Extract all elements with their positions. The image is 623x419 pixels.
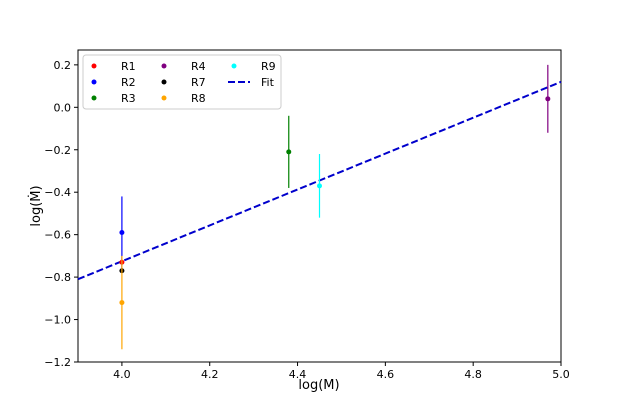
legend-label-r2: R2	[121, 76, 136, 89]
legend-label-fit: Fit	[261, 76, 275, 89]
y-tick-label: −0.8	[44, 271, 71, 284]
x-tick-label: 4.4	[289, 368, 307, 381]
legend-marker-r4	[161, 63, 167, 69]
point-r2	[119, 230, 125, 236]
point-r3	[286, 149, 292, 155]
x-axis: 4.0 4.2 4.4 4.6 4.8 5.0	[113, 362, 570, 381]
y-tick-label: −0.4	[44, 186, 71, 199]
point-r4	[545, 96, 551, 102]
point-r8	[119, 300, 125, 306]
legend-label-r1: R1	[121, 60, 136, 73]
legend-marker-r2	[91, 79, 97, 85]
legend: R1 R2 R3 R4 R7 R8 R9 Fit	[82, 54, 282, 110]
legend-marker-r9	[231, 63, 237, 69]
y-axis-label: log(Ṁ)	[28, 185, 44, 226]
x-tick-label: 4.0	[113, 368, 131, 381]
legend-label-r9: R9	[261, 60, 276, 73]
x-tick-label: 4.8	[464, 368, 482, 381]
plot-frame	[77, 49, 562, 363]
point-r9	[317, 183, 322, 189]
y-tick-label: −1.0	[44, 314, 71, 327]
legend-label-r7: R7	[191, 76, 206, 89]
x-axis-label: log(M)	[298, 378, 339, 393]
legend-label-r4: R4	[191, 60, 206, 73]
y-tick-label: 0.2	[54, 59, 72, 72]
y-tick-label: −0.2	[44, 144, 71, 157]
legend-label-r3: R3	[121, 92, 136, 105]
points-layer	[119, 64, 551, 350]
x-tick-label: 4.6	[377, 368, 395, 381]
legend-marker-r8	[161, 95, 167, 101]
legend-marker-r7	[161, 79, 167, 85]
x-tick-label: 4.2	[201, 368, 219, 381]
y-tick-label: 0.0	[54, 101, 72, 114]
legend-box	[82, 54, 282, 110]
legend-marker-r3	[91, 95, 97, 101]
y-tick-label: −1.2	[44, 356, 71, 369]
y-axis: −1.2 −1.0 −0.8 −0.6 −0.4 −0.2 0.0 0.2	[44, 59, 78, 369]
legend-label-r8: R8	[191, 92, 206, 105]
y-tick-label: −0.6	[44, 229, 71, 242]
x-tick-label: 5.0	[552, 368, 570, 381]
legend-marker-r1	[91, 63, 97, 69]
